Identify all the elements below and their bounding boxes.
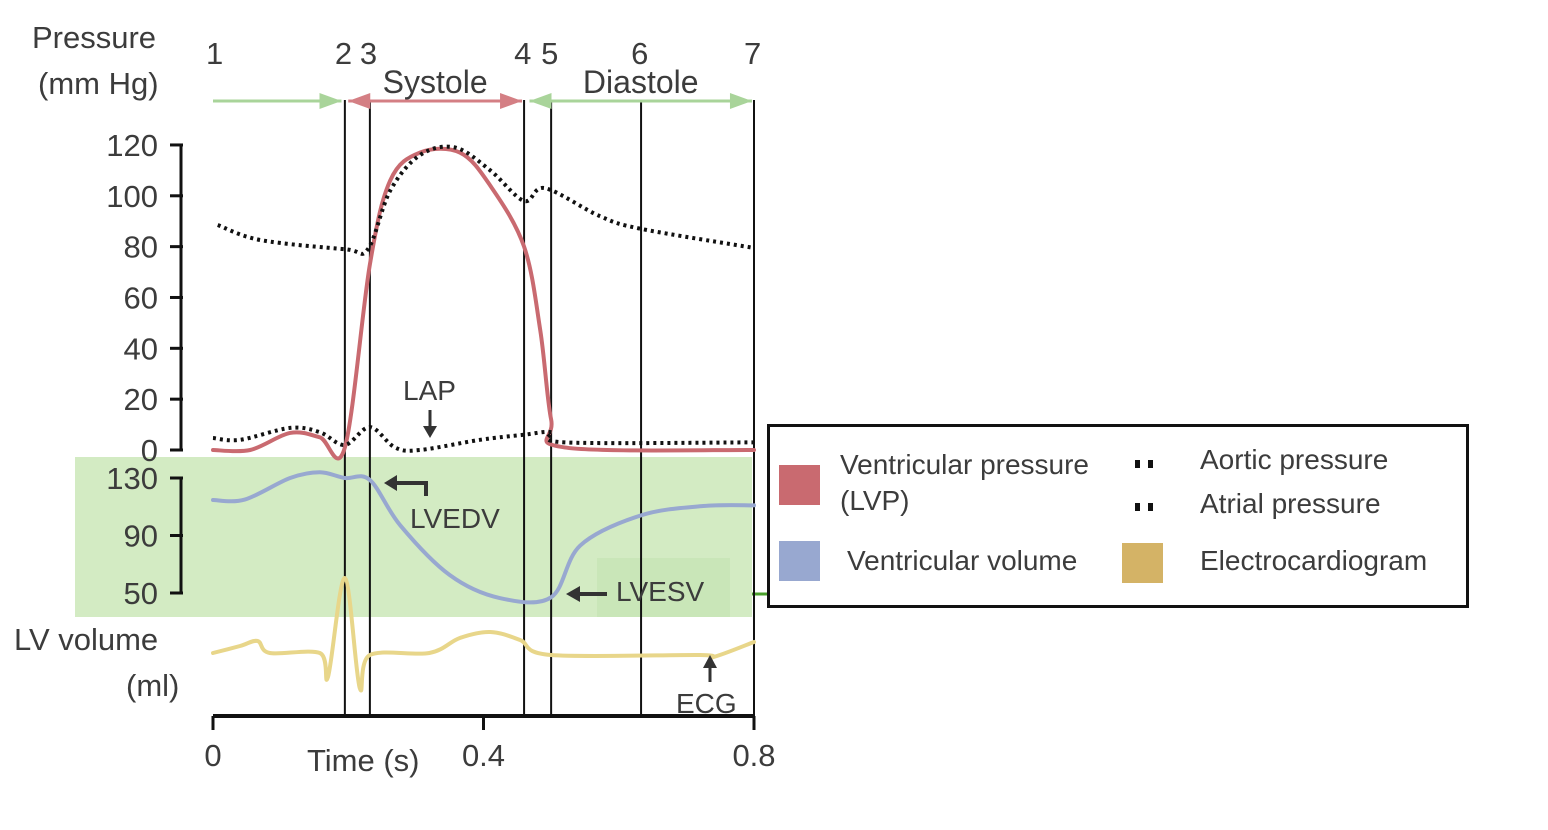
phase-label-systole: Systole	[383, 64, 488, 100]
legend-swatch-volume	[779, 541, 820, 581]
arrow-down-icon	[423, 426, 437, 438]
phase-marker-2: 2	[335, 36, 352, 71]
pressure-tick-label: 0	[141, 433, 158, 468]
legend-label-lvp: Ventricular pressure (LVP)	[840, 449, 1090, 516]
pressure-tick-label: 80	[124, 230, 158, 265]
series-ventricular-pressure-lvp	[211, 146, 756, 461]
lvedv-label: LVEDV	[410, 503, 500, 534]
volume-axis-label-line2: (ml)	[126, 668, 179, 703]
volume-tick-label: 50	[124, 576, 158, 611]
legend-label-volume: Ventricular volume	[847, 545, 1078, 576]
pressure-tick-label: 100	[106, 179, 158, 214]
arrow-right-icon	[319, 93, 342, 109]
legend-label-aortic: Aortic pressure	[1200, 444, 1389, 475]
time-tick-label: 0.8	[732, 738, 775, 773]
pressure-tick-label: 60	[124, 280, 158, 315]
phase-marker-1: 1	[206, 36, 223, 71]
series-atrial-pressure	[212, 425, 755, 453]
series-electrocardiogram	[211, 575, 756, 693]
phase-label-diastole: Diastole	[583, 64, 699, 100]
legend-swatch-lvp	[779, 465, 820, 505]
arrow-left-icon	[529, 93, 552, 109]
phase-arrow-filling	[213, 93, 342, 109]
legend-label-ecg: Electrocardiogram	[1200, 545, 1428, 576]
series-ventricular-volume	[211, 470, 756, 605]
legend-label-atrial: Atrial pressure	[1200, 488, 1381, 519]
lvesv-label: LVESV	[616, 576, 705, 607]
lvesv-annotation: LVESV	[566, 576, 705, 607]
phase-marker-4: 4	[514, 36, 531, 71]
lvesv-highlight-box	[597, 558, 730, 617]
time-tick-label: 0.4	[462, 738, 505, 773]
ecg-label: ECG	[676, 688, 737, 719]
legend-dots-aortic	[1133, 460, 1157, 468]
volume-tick-label: 90	[124, 519, 158, 554]
volume-tick-label: 130	[106, 461, 158, 496]
legend-dots-atrial	[1133, 503, 1157, 511]
lap-label: LAP	[403, 375, 456, 406]
phase-arrow-systole: Systole	[348, 64, 523, 109]
legend-swatch-ecg	[1122, 543, 1163, 583]
volume-axis-label-line1: LV volume	[14, 622, 158, 657]
time-tick-label: 0	[204, 738, 221, 773]
lap-annotation: LAP	[403, 375, 456, 438]
lvedv-annotation: LVEDV	[384, 475, 500, 534]
legend: Ventricular pressure (LVP) Aortic pressu…	[767, 424, 1469, 608]
arrow-right-icon	[500, 93, 523, 109]
phase-marker-3: 3	[360, 36, 377, 71]
pressure-tick-label: 40	[124, 331, 158, 366]
pressure-axis-label-line1: Pressure	[32, 20, 156, 55]
series-aortic-pressure	[217, 144, 755, 256]
arrow-left-icon	[348, 93, 371, 109]
arrow-left-icon	[566, 586, 580, 602]
pressure-tick-label: 120	[106, 128, 158, 163]
lvedv-arrow-shaft	[395, 481, 428, 496]
pressure-tick-label: 20	[124, 382, 158, 417]
phase-marker-5: 5	[541, 36, 558, 71]
phase-marker-6: 6	[631, 36, 648, 71]
phase-arrow-diastole: Diastole	[529, 64, 752, 109]
ecg-annotation: ECG	[676, 655, 737, 719]
arrow-up-icon	[703, 655, 717, 668]
arrow-left-icon	[384, 475, 397, 491]
pressure-axis-label-line2: (mm Hg)	[38, 66, 159, 101]
phase-marker-7: 7	[744, 36, 761, 71]
x-axis-label: Time (s)	[307, 743, 420, 778]
arrow-right-icon	[729, 93, 752, 109]
